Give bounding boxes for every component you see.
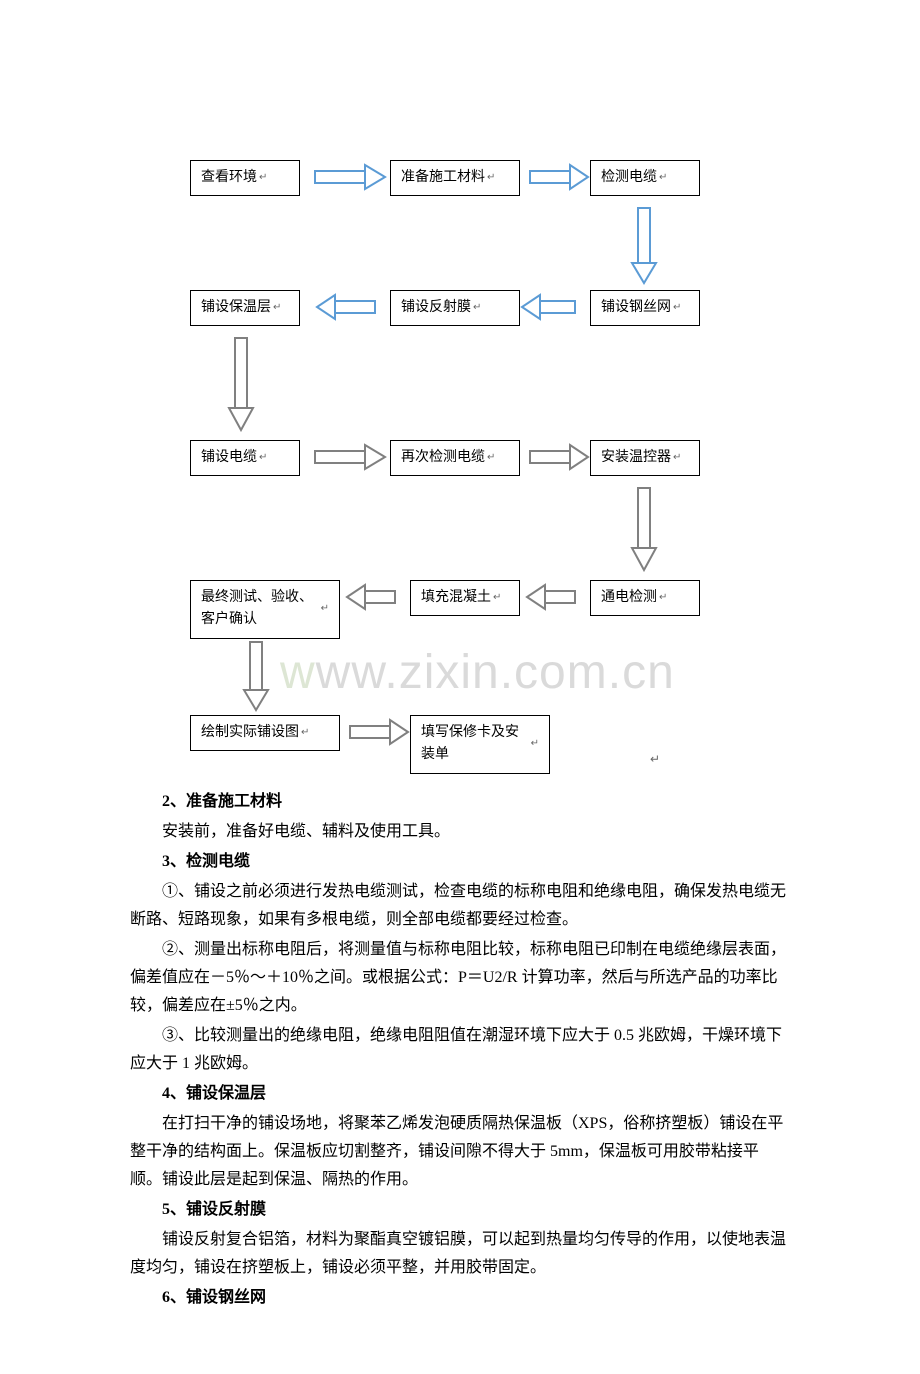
node-label: 通电检测 bbox=[601, 587, 657, 609]
node-label: 铺设钢丝网 bbox=[601, 297, 671, 319]
section-3-title: 3、检测电缆 bbox=[130, 848, 790, 876]
node-label: 铺设反射膜 bbox=[401, 297, 471, 319]
node-power-test: 通电检测↵ bbox=[590, 580, 700, 616]
section-5-title: 5、铺设反射膜 bbox=[130, 1196, 790, 1224]
node-lay-cable: 铺设电缆↵ bbox=[190, 440, 300, 476]
section-3-p3: ③、比较测量出的绝缘电阻，绝缘电阻阻值在潮湿环境下应大于 0.5 兆欧姆，干燥环… bbox=[130, 1022, 790, 1078]
node-label: 填写保修卡及安装单 bbox=[421, 722, 529, 767]
section-3-p1: ①、铺设之前必须进行发热电缆测试，检查电缆的标称电阻和绝缘电阻，确保发热电缆无断… bbox=[130, 878, 790, 934]
node-steel-mesh: 铺设钢丝网↵ bbox=[590, 290, 700, 326]
paragraph-mark: ↵ bbox=[650, 750, 850, 780]
node-concrete: 填充混凝土↵ bbox=[410, 580, 520, 616]
node-label: 填充混凝土 bbox=[421, 587, 491, 609]
node-prepare-materials: 准备施工材料↵ bbox=[390, 160, 520, 196]
section-4-title: 4、铺设保温层 bbox=[130, 1080, 790, 1108]
node-final-test: 最终测试、验收、客户确认↵ bbox=[190, 580, 340, 639]
node-check-env: 查看环境↵ bbox=[190, 160, 300, 196]
node-insulation: 铺设保温层↵ bbox=[190, 290, 300, 326]
node-label: 绘制实际铺设图 bbox=[201, 722, 299, 744]
section-6-title: 6、铺设钢丝网 bbox=[130, 1284, 790, 1312]
node-label: 铺设保温层 bbox=[201, 297, 271, 319]
node-reflective-film: 铺设反射膜↵ bbox=[390, 290, 520, 326]
content: 2、准备施工材料 安装前，准备好电缆、辅料及使用工具。 3、检测电缆 ①、铺设之… bbox=[130, 788, 790, 1312]
node-label: 再次检测电缆 bbox=[401, 447, 485, 469]
node-label: 查看环境 bbox=[201, 167, 257, 189]
node-label: 准备施工材料 bbox=[401, 167, 485, 189]
watermark: www.zixin.com.cn bbox=[280, 635, 675, 712]
node-label: 检测电缆 bbox=[601, 167, 657, 189]
node-label: 安装温控器 bbox=[601, 447, 671, 469]
section-5-p1: 铺设反射复合铝箔，材料为聚酯真空镀铝膜，可以起到热量均匀传导的作用，以使地表温度… bbox=[130, 1226, 790, 1282]
node-warranty: 填写保修卡及安装单↵ bbox=[410, 715, 550, 774]
node-label: 铺设电缆 bbox=[201, 447, 257, 469]
node-thermostat: 安装温控器↵ bbox=[590, 440, 700, 476]
section-2-title: 2、准备施工材料 bbox=[130, 788, 790, 816]
section-2-p1: 安装前，准备好电缆、辅料及使用工具。 bbox=[130, 818, 790, 846]
node-draw-diagram: 绘制实际铺设图↵ bbox=[190, 715, 340, 751]
section-3-p2: ②、测量出标称电阻后，将测量值与标称电阻比较，标称电阻已印制在电缆绝缘层表面，偏… bbox=[130, 936, 790, 1020]
flowchart: 查看环境↵ 准备施工材料↵ 检测电缆↵ 铺设保温层↵ 铺设反射膜↵ 铺设钢丝网↵… bbox=[190, 160, 750, 780]
node-retest-cable: 再次检测电缆↵ bbox=[390, 440, 520, 476]
node-label: 最终测试、验收、客户确认 bbox=[201, 587, 319, 632]
section-4-p1: 在打扫干净的铺设场地，将聚苯乙烯发泡硬质隔热保温板（XPS，俗称挤塑板）铺设在平… bbox=[130, 1110, 790, 1194]
node-test-cable: 检测电缆↵ bbox=[590, 160, 700, 196]
